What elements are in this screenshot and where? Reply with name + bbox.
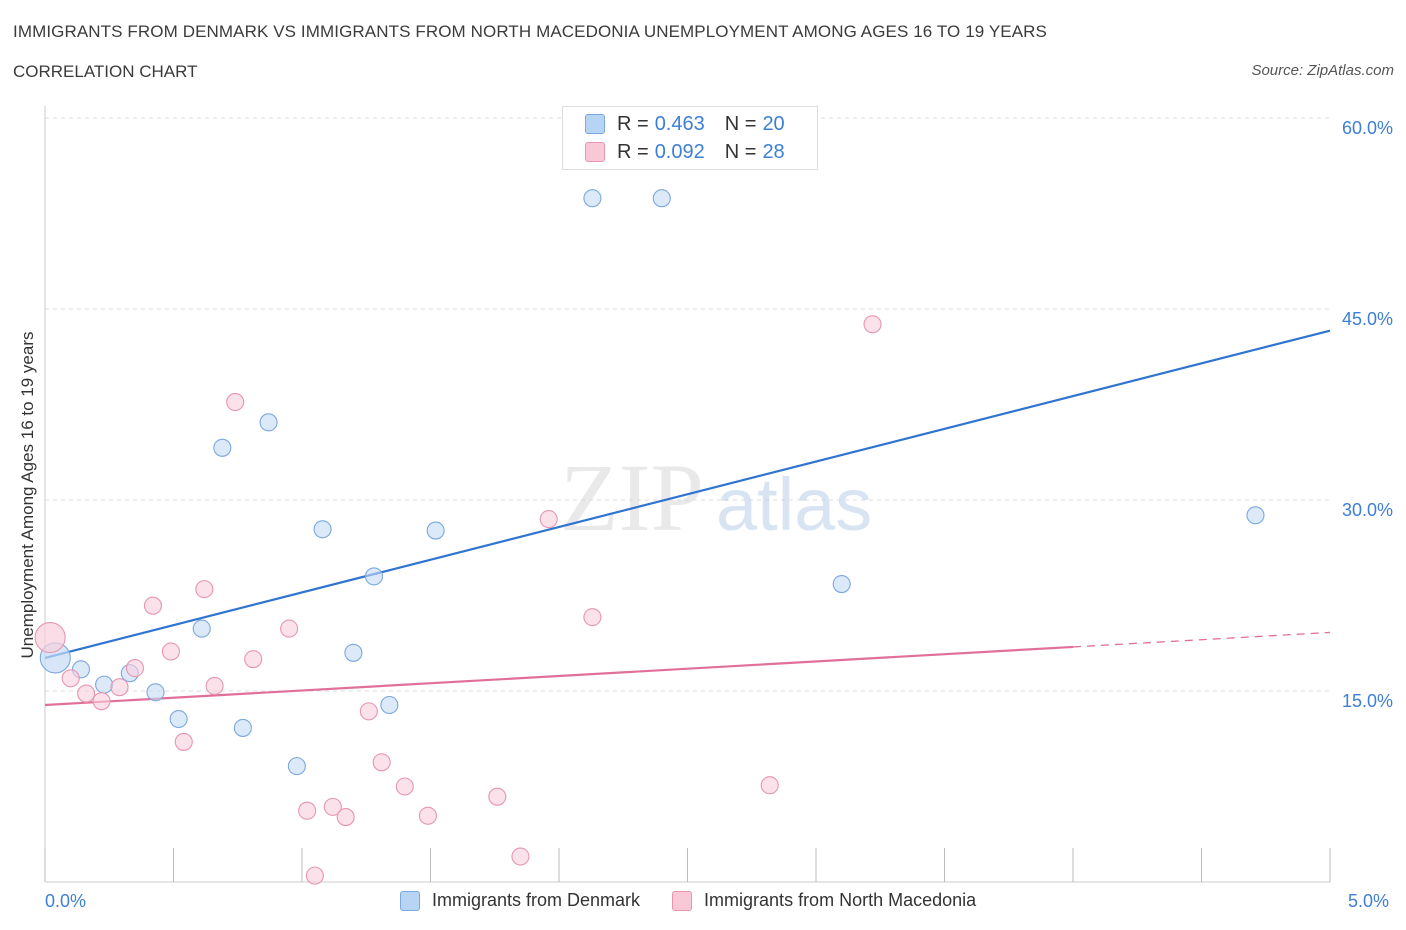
trend-line — [44, 645, 1074, 707]
north-macedonia-point — [92, 692, 111, 711]
y-tick-label: 45.0% — [1342, 309, 1393, 329]
north-macedonia-point — [372, 753, 391, 772]
north-macedonia-point — [395, 777, 414, 796]
north-macedonia-point — [511, 847, 530, 866]
stats-legend: R = 0.463 N = 20 R = 0.092 N = 28 — [562, 106, 818, 170]
series-legend: Immigrants from Denmark Immigrants from … — [400, 890, 1008, 911]
north-macedonia-point — [244, 650, 263, 669]
north-macedonia-point — [298, 801, 317, 820]
north-macedonia-point — [323, 797, 342, 816]
north-macedonia-point — [760, 776, 779, 795]
denmark-point — [95, 675, 114, 694]
watermark: ZIP atlas — [560, 444, 872, 551]
north-macedonia-point — [863, 315, 882, 334]
denmark-point — [146, 683, 165, 702]
stats-legend-row-north-macedonia: R = 0.092 N = 28 — [585, 140, 805, 164]
n-label: N = — [724, 140, 757, 163]
n-value-denmark: 20 — [762, 112, 785, 135]
y-axis-label: Unemployment Among Ages 16 to 19 years — [18, 331, 37, 659]
north-macedonia-point — [61, 669, 80, 688]
trend-lines — [44, 329, 1331, 707]
north-macedonia-point — [280, 619, 299, 638]
series-legend-item-north-macedonia: Immigrants from North Macedonia — [672, 890, 976, 911]
north-macedonia-swatch — [585, 142, 605, 162]
stats-legend-row-denmark: R = 0.463 N = 20 — [585, 112, 805, 136]
north-macedonia-point — [226, 392, 245, 412]
denmark-point — [583, 189, 602, 208]
y-tick-label: 15.0% — [1342, 691, 1393, 711]
denmark-point — [380, 695, 399, 715]
denmark-point — [344, 643, 363, 662]
north-macedonia-point — [110, 678, 129, 697]
denmark-point — [652, 189, 671, 208]
north-macedonia-point — [174, 732, 193, 751]
y-tick-label: 30.0% — [1342, 500, 1393, 520]
chart-subtitle: CORRELATION CHART — [13, 62, 198, 81]
north-macedonia-point — [418, 806, 437, 825]
y-tick-labels: 15.0% 30.0% 45.0% 60.0% — [1342, 118, 1393, 711]
watermark-atlas: atlas — [716, 463, 872, 546]
north-macedonia-legend-swatch — [672, 890, 693, 911]
n-value-north-macedonia: 28 — [762, 140, 785, 163]
denmark-legend-label: Immigrants from Denmark — [432, 890, 641, 910]
north-macedonia-point — [143, 596, 162, 615]
denmark-point — [192, 619, 211, 638]
denmark-point — [313, 520, 332, 539]
r-label: R = — [617, 112, 649, 135]
r-value-north-macedonia: 0.092 — [654, 140, 705, 163]
denmark-point — [233, 718, 252, 737]
r-value-denmark: 0.463 — [654, 112, 705, 135]
denmark-point — [259, 413, 278, 432]
data-points — [34, 189, 1265, 885]
north-macedonia-legend-label: Immigrants from North Macedonia — [704, 890, 977, 910]
north-macedonia-point — [305, 866, 324, 885]
denmark-point — [169, 709, 188, 729]
north-macedonia-point — [583, 608, 602, 627]
x-tick-right: 5.0% — [1348, 891, 1390, 911]
denmark-point — [1246, 506, 1265, 525]
north-macedonia-point — [488, 787, 507, 806]
r-label: R = — [617, 140, 649, 163]
y-tick-label: 60.0% — [1342, 118, 1393, 138]
axes — [44, 106, 1331, 883]
denmark-point — [832, 574, 851, 594]
denmark-legend-swatch — [400, 890, 420, 911]
x-tick-left: 0.0% — [45, 891, 87, 911]
watermark-zip: ZIP — [560, 444, 704, 551]
denmark-point — [426, 521, 445, 540]
trend-line-dashed — [1072, 631, 1331, 648]
denmark-point — [213, 438, 232, 457]
trend-line — [44, 329, 1331, 659]
north-macedonia-point — [77, 684, 96, 703]
north-macedonia-point — [205, 676, 224, 695]
denmark-point — [287, 757, 306, 776]
north-macedonia-point — [34, 621, 66, 654]
north-macedonia-point — [359, 702, 378, 721]
north-macedonia-point — [336, 808, 355, 827]
source-label: Source: ZipAtlas.com — [1251, 62, 1394, 79]
denmark-swatch — [585, 114, 605, 134]
north-macedonia-point — [125, 659, 144, 678]
north-macedonia-point — [195, 580, 214, 599]
north-macedonia-point — [161, 642, 180, 661]
north-macedonia-point — [539, 510, 558, 529]
series-legend-item-denmark: Immigrants from Denmark — [400, 890, 640, 911]
chart-title: IMMIGRANTS FROM DENMARK VS IMMIGRANTS FR… — [13, 22, 1047, 41]
n-label: N = — [724, 112, 757, 135]
denmark-point — [364, 567, 384, 586]
